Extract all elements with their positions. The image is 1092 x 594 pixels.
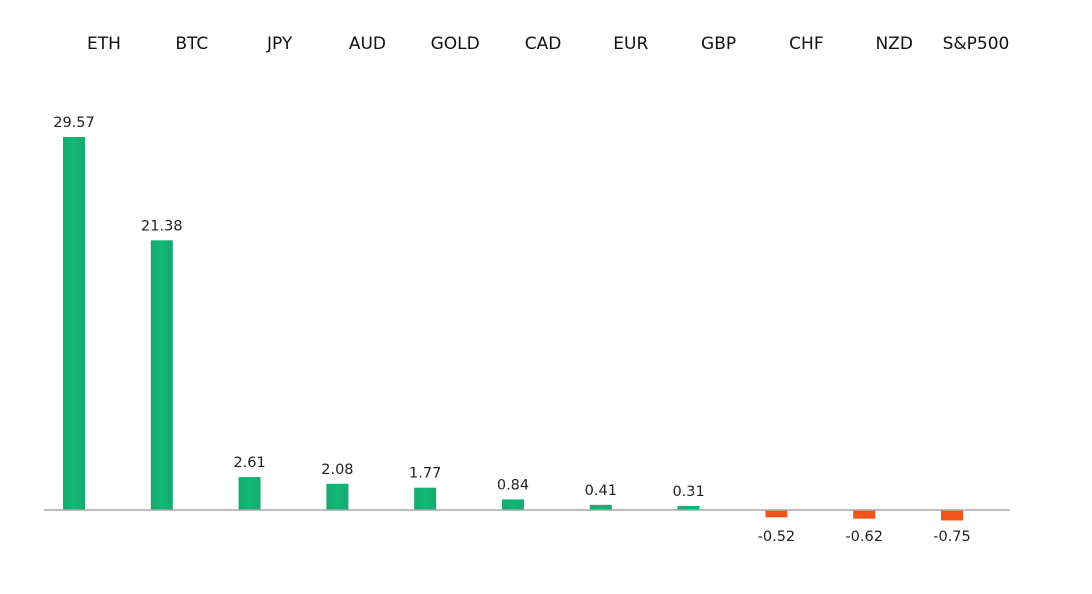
bar-jpy bbox=[238, 477, 261, 510]
value-label: 2.08 bbox=[321, 462, 353, 478]
category-label: CAD bbox=[525, 34, 562, 54]
bar-nzd bbox=[853, 510, 876, 519]
category-labels: ETH BTC JPY AUD GOLD CAD EUR GBP CHF NZD S&P500 bbox=[87, 34, 1009, 54]
category-label: GOLD bbox=[431, 34, 480, 54]
category-label: BTC bbox=[175, 34, 208, 54]
value-label: 0.41 bbox=[585, 483, 617, 499]
value-label: -0.52 bbox=[758, 529, 796, 545]
value-label: 2.61 bbox=[233, 455, 265, 471]
bar-sp500 bbox=[941, 510, 963, 521]
category-label: S&P500 bbox=[943, 34, 1010, 54]
category-label: CHF bbox=[789, 34, 823, 54]
value-label: 21.38 bbox=[141, 218, 183, 234]
value-label: 1.77 bbox=[409, 466, 441, 482]
category-label: GBP bbox=[701, 34, 736, 54]
value-labels: 29.57 21.38 2.61 2.08 1.77 0.84 0.41 0.31 -0.52 -… bbox=[53, 115, 971, 545]
bar-eur bbox=[589, 504, 612, 510]
category-label: AUD bbox=[349, 34, 386, 54]
bar-gold bbox=[414, 487, 437, 510]
bar-eth bbox=[63, 137, 85, 510]
value-label: -0.75 bbox=[933, 529, 971, 545]
value-label: -0.62 bbox=[845, 529, 883, 545]
bars bbox=[63, 137, 963, 521]
bar-btc bbox=[150, 240, 173, 511]
bar-aud bbox=[326, 483, 349, 510]
category-label: NZD bbox=[875, 34, 912, 54]
bar-cad bbox=[502, 499, 524, 510]
bar-chf bbox=[765, 510, 788, 518]
value-label: 0.31 bbox=[672, 484, 704, 500]
category-label: JPY bbox=[266, 34, 293, 54]
category-label: EUR bbox=[613, 34, 648, 54]
bar-gbp bbox=[677, 506, 700, 510]
value-label: 29.57 bbox=[53, 115, 95, 131]
category-label: ETH bbox=[87, 34, 121, 54]
value-label: 0.84 bbox=[497, 477, 529, 493]
